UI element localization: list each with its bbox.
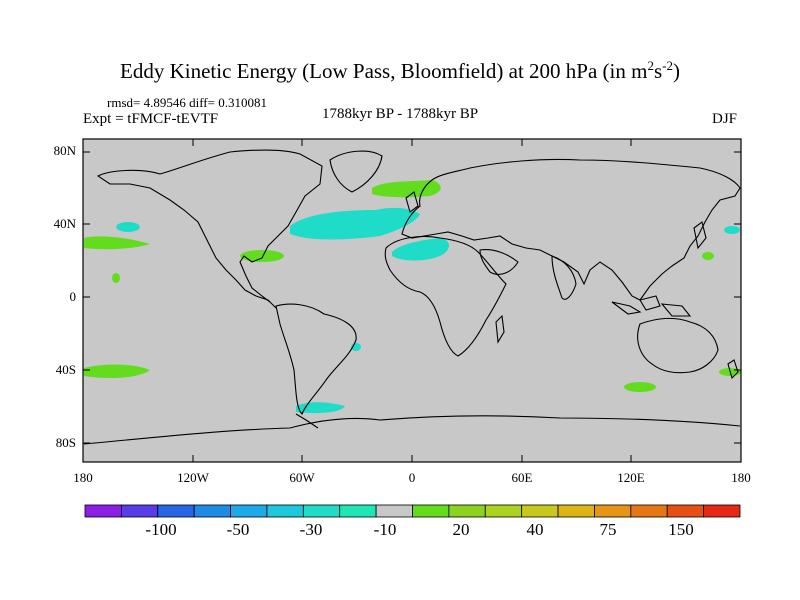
anomaly-central-pacific <box>84 236 150 250</box>
colorbar-swatch <box>412 504 450 518</box>
plot-title: Eddy Kinetic Energy (Low Pass, Bloomfiel… <box>120 58 680 83</box>
colorbar-swatch <box>339 504 377 518</box>
axis-ticks <box>83 139 741 462</box>
colorbar <box>84 504 741 518</box>
anomaly-hawaii-small <box>112 273 120 283</box>
lon-label-180e: 180 <box>731 470 751 485</box>
anomaly-north-atlantic <box>290 207 420 240</box>
colorbar-swatch <box>703 504 741 518</box>
lon-label-120w: 120W <box>177 470 209 485</box>
colorbar-label: 40 <box>526 520 544 539</box>
season-label: DJF <box>712 111 738 127</box>
anomaly-gulf-mexico <box>240 250 284 262</box>
colorbar-swatch <box>157 504 195 518</box>
colorbar-label: -50 <box>226 520 250 539</box>
lat-label-80n: 80N <box>53 143 76 158</box>
colorbar-swatch <box>375 504 413 518</box>
colorbar-swatch <box>484 504 523 518</box>
anomaly-east-pacific <box>724 226 740 234</box>
anomaly-japan-small <box>702 252 714 260</box>
colorbar-swatch <box>193 504 231 518</box>
colorbar-label: 150 <box>668 520 694 539</box>
colorbar-label: -100 <box>145 520 177 539</box>
colorbar-swatch <box>302 504 341 518</box>
lon-label-120e: 120E <box>617 470 645 485</box>
lon-label-0: 0 <box>408 470 416 485</box>
coastlines <box>83 149 741 445</box>
colorbar-swatch <box>448 504 486 518</box>
anomaly-south-indian <box>624 382 656 392</box>
colorbar-swatch <box>630 504 668 518</box>
colorbar-swatch <box>120 504 159 518</box>
colorbar-swatch <box>84 504 122 518</box>
colorbar-label: -10 <box>373 520 397 539</box>
lat-label-40n: 40N <box>53 216 76 231</box>
experiment-label: Expt = tFMCF-tEVTF <box>83 111 219 127</box>
colorbar-swatch <box>230 504 268 518</box>
anomaly-scandinavia <box>372 180 441 198</box>
period-label: 1788kyr BP - 1788kyr BP <box>321 106 479 122</box>
colorbar-swatch <box>594 504 632 518</box>
anomaly-west-pacific-small <box>116 222 140 232</box>
colorbar-swatch <box>666 504 705 518</box>
anomaly-north-africa <box>392 238 449 261</box>
lon-label-60w: 60W <box>289 470 315 485</box>
lon-label-60e: 60E <box>511 470 533 485</box>
lat-label-eq: 0 <box>69 289 77 304</box>
colorbar-label: 75 <box>599 520 617 539</box>
colorbar-label: -30 <box>299 520 323 539</box>
stats-label: rmsd= 4.89546 diff= 0.310081 <box>107 95 267 110</box>
anomaly-patches <box>84 180 741 414</box>
colorbar-label: 20 <box>452 520 470 539</box>
colorbar-swatch <box>266 504 304 518</box>
lon-label-180w: 180 <box>73 470 93 485</box>
colorbar-swatch <box>521 504 559 518</box>
colorbar-swatch <box>557 504 595 518</box>
anomaly-drake-passage <box>296 402 345 414</box>
lat-label-80s: 80S <box>55 435 76 450</box>
anomaly-south-pacific <box>84 364 150 378</box>
lat-label-40s: 40S <box>55 362 76 377</box>
